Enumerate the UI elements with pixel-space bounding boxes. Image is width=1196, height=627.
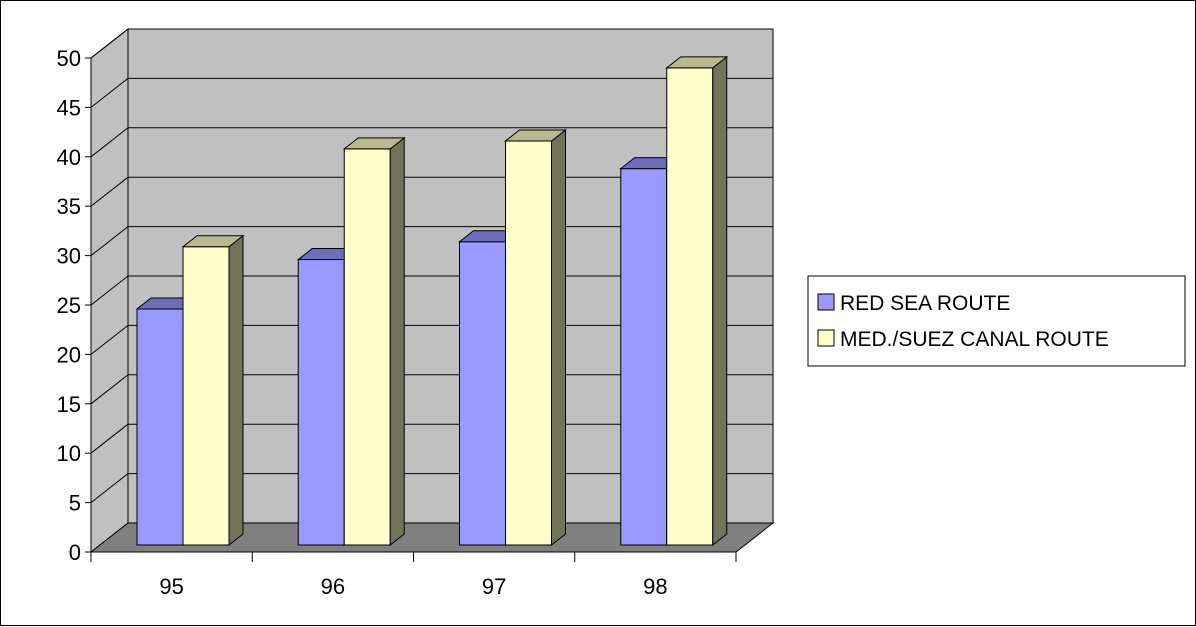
bar-side — [389, 136, 405, 547]
x-tick-label: 98 — [643, 574, 667, 599]
gridline-side — [90, 176, 129, 207]
bar-top — [504, 129, 567, 142]
gridline-side — [90, 226, 129, 256]
y-tick-label: 10 — [57, 441, 81, 466]
gridline-side — [90, 127, 129, 158]
bars — [135, 55, 729, 547]
x-tick-label: 95 — [159, 574, 183, 599]
gridline-side — [90, 325, 129, 355]
bar-side — [228, 234, 244, 547]
bar-front — [343, 148, 391, 546]
bar-front — [182, 246, 230, 546]
bar — [665, 55, 729, 547]
bar-side — [712, 55, 728, 547]
legend-swatch — [817, 329, 835, 347]
legend-label: MED./SUEZ CANAL ROUTE — [840, 328, 1109, 351]
y-tick-label: 40 — [57, 145, 81, 170]
legend-swatch — [817, 293, 835, 311]
legend: RED SEA ROUTE MED./SUEZ CANAL ROUTE — [807, 275, 1186, 367]
y-tick-label: 5 — [69, 491, 81, 516]
x-tick-label: 96 — [321, 574, 345, 599]
bar-front — [459, 241, 506, 546]
bar-front — [297, 259, 345, 546]
y-tick-label: 30 — [57, 244, 81, 269]
y-tick-label: 45 — [57, 95, 81, 120]
gridline-side — [90, 374, 129, 405]
bar — [504, 128, 567, 547]
y-tick-label: 15 — [57, 392, 81, 417]
y-tick-label: 0 — [69, 540, 81, 565]
x-axis-tick-labels: 95 96 97 98 — [159, 574, 667, 599]
y-tick-label: 25 — [57, 293, 81, 318]
gridline-side — [90, 275, 129, 306]
y-tick-label: 50 — [57, 46, 81, 71]
bar-front — [505, 140, 552, 546]
bar — [342, 136, 406, 547]
bar-front — [666, 67, 714, 546]
y-tick-label: 35 — [57, 194, 81, 219]
bar-side — [551, 128, 566, 547]
legend-label: RED SEA ROUTE — [840, 292, 1010, 315]
bar-top — [665, 56, 729, 69]
gridline-side — [90, 423, 129, 454]
bar-top — [181, 235, 245, 248]
gridline-side — [90, 473, 129, 503]
gridline-side — [90, 28, 129, 59]
bar — [181, 234, 245, 547]
gridline-side — [90, 78, 129, 108]
bar-front — [136, 308, 184, 546]
y-tick-label: 20 — [57, 342, 81, 367]
legend-box — [807, 275, 1186, 367]
bar-front — [620, 168, 668, 546]
axes — [85, 57, 737, 562]
x-tick-label: 97 — [482, 574, 506, 599]
y-axis-tick-labels: 0 5 10 15 20 25 30 35 40 45 50 — [57, 46, 81, 565]
bar-top — [342, 137, 406, 150]
